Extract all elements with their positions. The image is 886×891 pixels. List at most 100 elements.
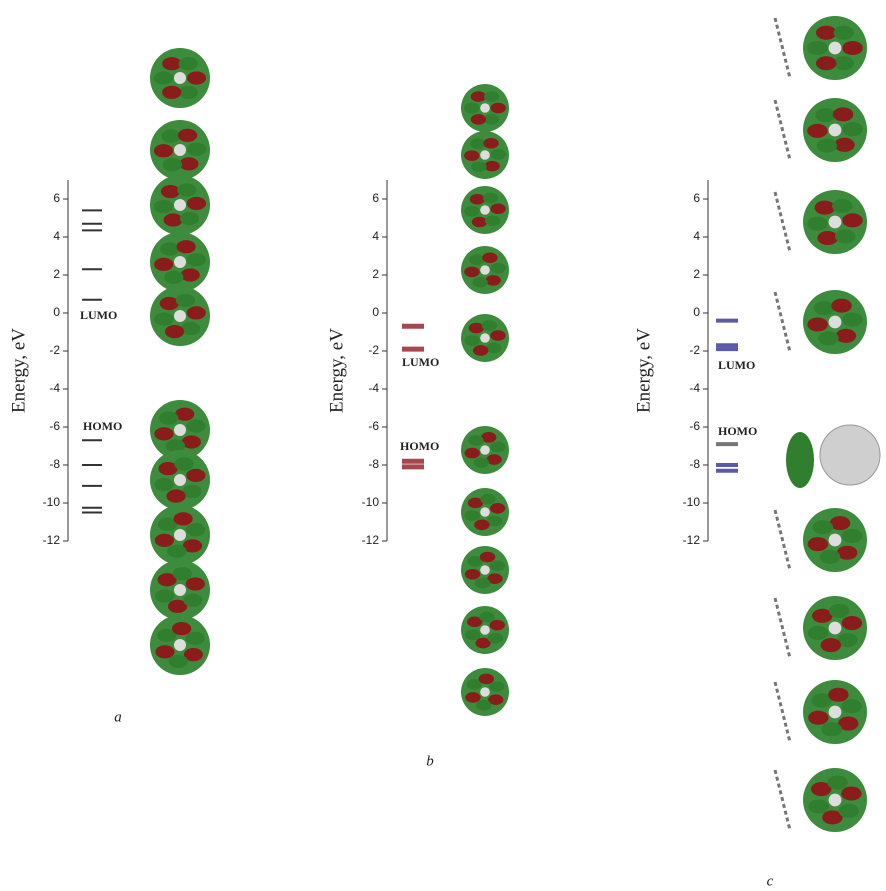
y-tick-label: 6: [53, 191, 60, 205]
y-tick-label: -12: [362, 533, 380, 547]
molecule-chain: [775, 292, 790, 352]
orbital-lobe: [842, 213, 862, 227]
y-tick-label: -10: [362, 495, 380, 509]
orbital-core: [174, 199, 186, 211]
orbital-image: [150, 120, 210, 180]
orbital-core: [174, 424, 186, 436]
molecule-chain: [775, 192, 790, 252]
orbital-image: [786, 425, 880, 488]
orbital-core: [174, 72, 186, 84]
orbital-core: [480, 103, 490, 113]
orbital-lobe: [842, 41, 862, 55]
orbital-image: [775, 290, 867, 354]
orbital-lobe: [183, 594, 202, 607]
y-tick-label: -8: [49, 457, 60, 471]
orbital-lobe: [842, 312, 862, 326]
orbital-lobe: [817, 139, 837, 153]
orbital-lobe: [473, 345, 488, 356]
orbital-lobe: [470, 194, 485, 205]
orbital-lobe: [465, 630, 480, 641]
y-tick-label: -6: [368, 419, 379, 433]
y-tick-label: 2: [693, 267, 700, 281]
orbital-lobe: [186, 523, 205, 536]
orbital-core: [480, 150, 490, 160]
orbital-lobe: [471, 161, 486, 172]
orbital-core: [480, 265, 490, 275]
lumo-label: LUMO: [80, 308, 117, 322]
orbital-lobe: [154, 144, 173, 157]
orbital-image: [775, 98, 867, 162]
orbital-lobe: [490, 263, 505, 274]
orbital-image: [150, 175, 210, 235]
orbital-lobe: [155, 645, 174, 658]
orbital-lobe: [479, 612, 494, 623]
y-tick-label: -2: [49, 343, 60, 357]
orbital-lobe: [177, 183, 196, 196]
orbital-lobe: [820, 550, 840, 564]
y-tick-label: -8: [689, 457, 700, 471]
orbital-lobe: [160, 297, 179, 310]
orbital-core: [829, 622, 842, 635]
orbital-lobe: [470, 139, 485, 150]
orbital-lobe: [464, 206, 479, 217]
y-tick-label: -2: [689, 343, 700, 357]
orbital-lobe: [815, 108, 835, 122]
orbital-lobe: [468, 435, 483, 446]
molecule-chain: [775, 510, 790, 570]
orbital-lobe: [820, 425, 880, 485]
orbital-image: [150, 48, 210, 108]
y-tick-label: 4: [693, 229, 700, 243]
y-tick-label: 4: [372, 229, 379, 243]
orbital-lobe: [831, 299, 851, 313]
orbital-lobe: [155, 589, 174, 602]
orbital-lobe: [807, 217, 827, 231]
orbital-core: [174, 639, 186, 651]
orbital-lobe: [836, 329, 856, 343]
y-tick-label: -8: [368, 457, 379, 471]
orbital-core: [174, 474, 186, 486]
orbital-lobe: [816, 26, 836, 40]
orbital-image: [461, 186, 509, 234]
orbital-lobe: [816, 56, 836, 70]
orbital-lobe: [488, 633, 503, 644]
orbital-lobe: [489, 681, 504, 692]
orbital-image: [150, 505, 210, 565]
orbital-lobe: [839, 804, 859, 818]
orbital-lobe: [484, 114, 499, 125]
y-tick-label: -4: [49, 381, 60, 395]
orbital-lobe: [807, 41, 827, 55]
orbital-lobe: [842, 122, 862, 136]
orbital-image: [150, 450, 210, 510]
orbital-lobe: [186, 469, 205, 482]
panel-label: c: [767, 873, 774, 889]
orbital-lobe: [841, 786, 861, 800]
orbital-lobe: [172, 622, 191, 635]
y-tick-label: -10: [43, 495, 61, 509]
orbital-lobe: [187, 71, 206, 84]
orbital-lobe: [472, 277, 487, 288]
orbital-lobe: [179, 157, 198, 170]
lumo-label: LUMO: [402, 355, 439, 369]
orbital-lobe: [833, 107, 853, 121]
orbital-lobe: [818, 331, 838, 345]
orbital-core: [480, 333, 490, 343]
orbital-core: [829, 534, 842, 547]
orbital-lobe: [465, 569, 480, 580]
orbital-lobe: [483, 138, 498, 149]
orbital-lobe: [471, 114, 486, 125]
y-tick-label: -2: [368, 343, 379, 357]
orbital-image: [461, 84, 509, 132]
orbital-lobe: [813, 520, 833, 534]
orbital-lobe: [187, 253, 206, 266]
molecule-chain: [775, 18, 790, 78]
orbital-lobe: [159, 411, 178, 424]
orbital-image: [775, 508, 867, 572]
orbital-image: [775, 190, 867, 254]
orbital-lobe: [162, 57, 181, 70]
orbital-lobe: [181, 322, 200, 335]
orbital-lobe: [490, 330, 505, 341]
orbital-core: [174, 256, 186, 268]
orbital-lobe: [165, 325, 184, 338]
orbital-image: [775, 768, 867, 832]
orbital-lobe: [476, 700, 491, 711]
